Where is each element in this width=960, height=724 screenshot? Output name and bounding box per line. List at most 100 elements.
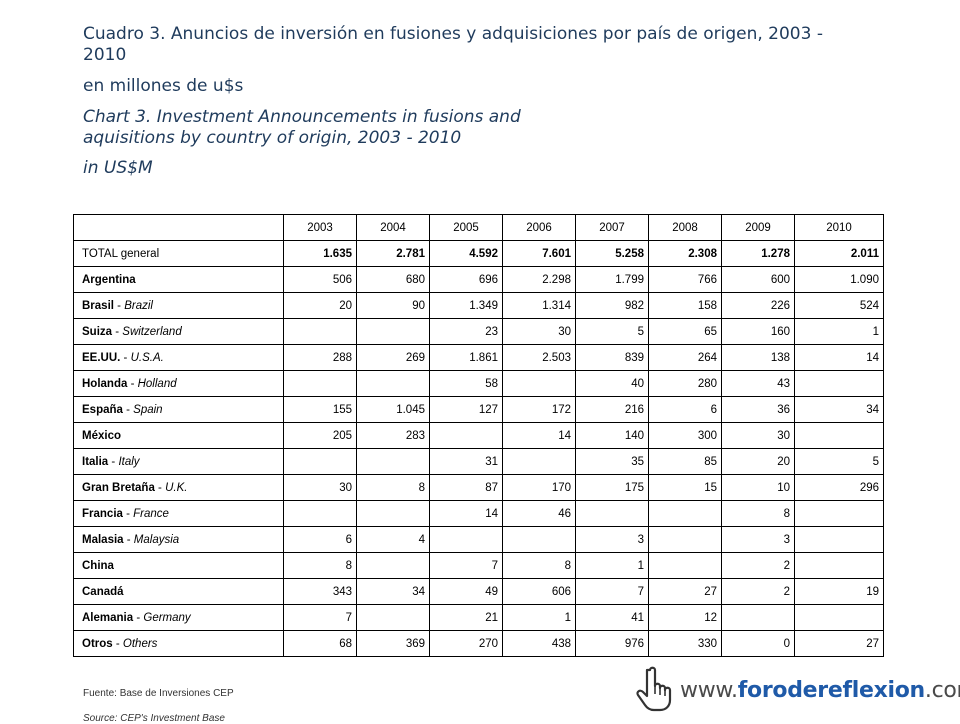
table-row: Suiza - Switzerland 23 30 5 65 160 1	[73, 318, 884, 345]
table-row: Brasil - Brazil 20 90 1.349 1.314 982 158 226 52…	[73, 292, 884, 319]
row-label-spanish: Otros	[82, 637, 113, 650]
value-cell: 506	[283, 266, 357, 293]
value-cell: 976	[575, 630, 649, 657]
site-logo[interactable]: www.forodereflexion.com.ar	[636, 664, 960, 714]
value-cell: 14	[502, 422, 576, 449]
value-cell: 3	[575, 526, 649, 553]
value-cell: 2.298	[502, 266, 576, 293]
row-label: TOTAL general	[73, 240, 284, 267]
value-cell	[794, 370, 884, 397]
row-label: México	[73, 422, 284, 449]
year-header-2008: 2008	[648, 214, 722, 241]
value-cell: 2.308	[648, 240, 722, 267]
label-separator: -	[112, 637, 123, 650]
value-cell	[794, 422, 884, 449]
row-label-english: Others	[122, 637, 158, 650]
value-cell: 4.592	[429, 240, 503, 267]
row-label-spanish: Suiza	[82, 325, 113, 338]
value-cell: 14	[794, 344, 884, 371]
row-label-spanish: Canadá	[82, 585, 124, 598]
value-cell: 7	[283, 604, 357, 631]
row-label: EE.UU. - U.S.A.	[73, 344, 284, 371]
value-cell: 1.349	[429, 292, 503, 319]
value-cell: 8	[721, 500, 795, 527]
value-cell: 2	[721, 552, 795, 579]
value-cell: 2.011	[794, 240, 884, 267]
value-cell: 8	[356, 474, 430, 501]
table-row: Argentina 506 680 696 2.298 1.799 766 600 1.090	[73, 266, 884, 293]
value-cell: 8	[502, 552, 576, 579]
header-row: 2003 2004 2005 2006 2007 2008 2009 2010	[73, 214, 884, 241]
value-cell: 90	[356, 292, 430, 319]
value-cell	[721, 604, 795, 631]
value-cell: 6	[648, 396, 722, 423]
value-cell	[356, 500, 430, 527]
hand-pointer-icon	[636, 666, 672, 712]
year-header-2009: 2009	[721, 214, 795, 241]
value-cell: 27	[794, 630, 884, 657]
table-row: EE.UU. - U.S.A. 288 269 1.861 2.503 839 264 138…	[73, 344, 884, 371]
source-note: Fuente: Base de Inversiones CEP	[83, 688, 234, 699]
row-label-spanish: Italia	[82, 455, 109, 468]
value-cell: 30	[283, 474, 357, 501]
unit-subtitle-english: in US$M	[83, 158, 153, 178]
year-header-2007: 2007	[575, 214, 649, 241]
value-cell: 288	[283, 344, 357, 371]
table-body: TOTAL general 1.635 2.781 4.592 7.601 5.258 2.…	[73, 240, 884, 657]
row-label: Malasia - Malaysia	[73, 526, 284, 553]
value-cell: 43	[721, 370, 795, 397]
value-cell	[575, 500, 649, 527]
value-cell: 2.503	[502, 344, 576, 371]
row-label-english: U.S.A.	[130, 351, 164, 364]
source-note-english: Source: CEP's Investment Base	[83, 713, 225, 724]
value-cell	[794, 552, 884, 579]
label-separator: -	[154, 481, 166, 494]
value-cell: 20	[721, 448, 795, 475]
row-label: Italia - Italy	[73, 448, 284, 475]
row-label-spanish: TOTAL general	[82, 247, 160, 260]
value-cell: 41	[575, 604, 649, 631]
value-cell: 270	[429, 630, 503, 657]
year-header-2004: 2004	[356, 214, 430, 241]
value-cell	[794, 526, 884, 553]
value-cell	[429, 422, 503, 449]
value-cell: 766	[648, 266, 722, 293]
row-label-spanish: Holanda	[82, 377, 128, 390]
row-label-spanish: México	[82, 429, 121, 442]
value-cell: 49	[429, 578, 503, 605]
value-cell: 14	[429, 500, 503, 527]
row-label-spanish: Malasia	[82, 533, 124, 546]
value-cell: 264	[648, 344, 722, 371]
value-cell: 30	[502, 318, 576, 345]
label-separator: -	[112, 325, 123, 338]
row-label-spanish: EE.UU.	[82, 351, 121, 364]
value-cell: 216	[575, 396, 649, 423]
value-cell	[356, 448, 430, 475]
value-cell	[502, 370, 576, 397]
row-label-english: Italy	[118, 455, 140, 468]
row-label-english: Holland	[137, 377, 177, 390]
value-cell: 839	[575, 344, 649, 371]
value-cell: 30	[721, 422, 795, 449]
table-row: Otros - Others 68 369 270 438 976 330 0 27	[73, 630, 884, 657]
title-block: Cuadro 3. Anuncios de inversión en fusio…	[83, 24, 843, 179]
row-label-spanish: Francia	[82, 507, 123, 520]
value-cell	[356, 318, 430, 345]
row-label-spanish: España	[82, 403, 123, 416]
header-corner-cell	[73, 214, 284, 241]
value-cell: 300	[648, 422, 722, 449]
page-title: Cuadro 3. Anuncios de inversión en fusio…	[83, 24, 823, 65]
site-url[interactable]: www.forodereflexion.com.ar	[680, 678, 960, 703]
value-cell: 438	[502, 630, 576, 657]
value-cell: 58	[429, 370, 503, 397]
label-separator: -	[127, 377, 138, 390]
value-cell: 7.601	[502, 240, 576, 267]
value-cell: 5	[794, 448, 884, 475]
value-cell: 680	[356, 266, 430, 293]
value-cell: 1.314	[502, 292, 576, 319]
value-cell	[429, 526, 503, 553]
value-cell	[283, 500, 357, 527]
value-cell: 68	[283, 630, 357, 657]
url-suffix: .com.ar	[924, 678, 960, 703]
table-row: Malasia - Malaysia 6 4 3 3	[73, 526, 884, 553]
